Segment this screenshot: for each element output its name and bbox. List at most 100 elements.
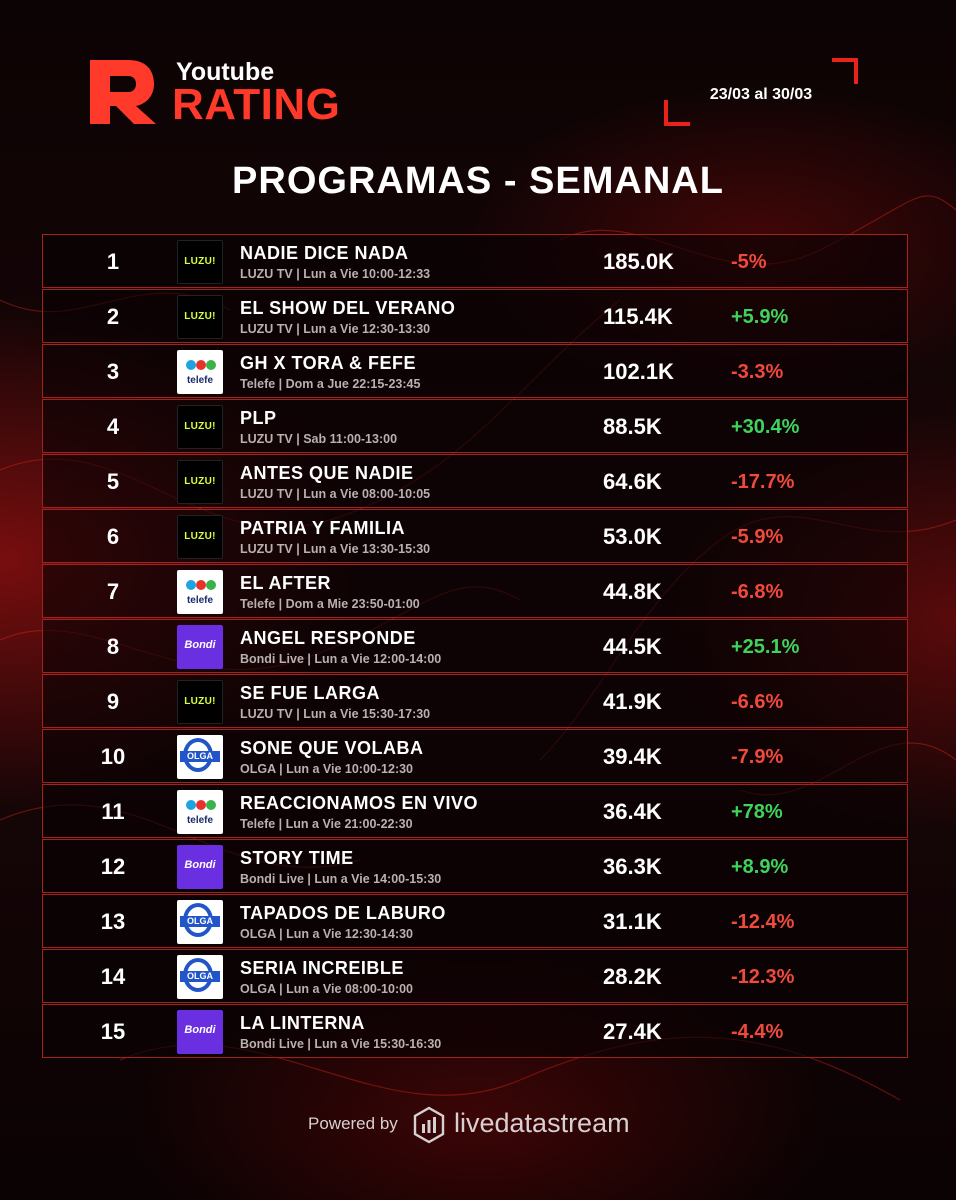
rank-number: 13: [100, 909, 126, 934]
table-row: 2 LUZU! EL SHOW DEL VERANO LUZU TV | Lun a …: [42, 289, 908, 343]
program-schedule: LUZU TV | Lun a Vie 13:30-15:30: [240, 542, 431, 556]
page-title: PROGRAMAS - SEMANAL: [232, 160, 724, 202]
percent-change: +30.4%: [731, 416, 800, 438]
program-name: PATRIA Y FAMILIA: [240, 518, 406, 538]
rank-number: 10: [100, 744, 126, 769]
program-schedule: LUZU TV | Sab 11:00-13:00: [240, 432, 398, 446]
luzu-logo: LUZU!: [177, 405, 223, 449]
weekly-views: 115.4K: [603, 304, 673, 329]
weekly-views: 36.3K: [603, 854, 662, 879]
program-schedule: LUZU TV | Lun a Vie 10:00-12:33: [240, 267, 431, 281]
channel-logo-text: Bondi: [184, 1024, 216, 1036]
table-row: 7 telefe EL AFTER Telefe | Dom a Mie 23:50-…: [42, 564, 908, 618]
program-schedule: LUZU TV | Lun a Vie 08:00-10:05: [240, 487, 431, 501]
program-schedule: Telefe | Dom a Mie 23:50-01:00: [240, 597, 420, 611]
weekly-views: 102.1K: [603, 359, 674, 384]
program-schedule: Telefe | Dom a Jue 22:15-23:45: [240, 377, 421, 391]
weekly-views: 44.8K: [603, 579, 662, 604]
percent-change: -6.6%: [731, 691, 784, 713]
channel-logo-text: Bondi: [184, 639, 216, 651]
luzu-logo: LUZU!: [177, 515, 223, 559]
bondi-logo: Bondi: [177, 845, 223, 889]
rank-number: 4: [106, 414, 120, 439]
program-name: LA LINTERNA: [240, 1013, 365, 1033]
table-row: 3 telefe GH X TORA & FEFE Telefe | Dom a Ju…: [42, 344, 908, 398]
program-name: REACCIONAMOS EN VIVO: [240, 793, 479, 813]
table-row: 11 telefe REACCIONAMOS EN VIVO Telefe | Lun…: [42, 784, 908, 838]
olga-logo: OLGA: [177, 900, 223, 944]
table-row: 1 LUZU! NADIE DICE NADA LUZU TV | Lun a Vie…: [42, 234, 908, 288]
percent-change: +78%: [731, 801, 783, 823]
percent-change: -6.8%: [731, 581, 784, 603]
channel-logo-text: LUZU!: [184, 421, 216, 432]
table-row: 12 Bondi STORY TIME Bondi Live | Lun a Vie …: [42, 839, 908, 893]
table-row: 13 OLGA TAPADOS DE LABURO OLGA | Lun a Vie …: [42, 894, 908, 948]
program-schedule: LUZU TV | Lun a Vie 15:30-17:30: [240, 707, 431, 721]
rank-number: 3: [106, 359, 120, 384]
rank-number: 2: [106, 304, 120, 329]
program-name: ANTES QUE NADIE: [240, 463, 414, 483]
weekly-views: 39.4K: [603, 744, 662, 769]
program-name: EL SHOW DEL VERANO: [240, 298, 456, 318]
telefe-logo: telefe: [177, 570, 223, 614]
bondi-logo: Bondi: [177, 625, 223, 669]
table-row: 5 LUZU! ANTES QUE NADIE LUZU TV | Lun a Vie…: [42, 454, 908, 508]
program-name: SERIA INCREIBLE: [240, 958, 404, 978]
weekly-views: 64.6K: [603, 469, 662, 494]
percent-change: -4.4%: [731, 1021, 784, 1043]
weekly-views: 36.4K: [603, 799, 662, 824]
olga-logo: OLGA: [177, 735, 223, 779]
luzu-logo: LUZU!: [177, 680, 223, 724]
table-row: 10 OLGA SONE QUE VOLABA OLGA | Lun a Vie 10…: [42, 729, 908, 783]
rank-number: 15: [100, 1019, 126, 1044]
program-name: ANGEL RESPONDE: [240, 628, 416, 648]
logo-small-text: Youtube: [176, 58, 275, 86]
rating-r-icon: [90, 60, 156, 124]
program-name: NADIE DICE NADA: [240, 243, 409, 263]
percent-change: -5.9%: [731, 526, 784, 548]
rank-number: 6: [106, 524, 120, 549]
percent-change: -3.3%: [731, 361, 784, 383]
program-schedule: OLGA | Lun a Vie 10:00-12:30: [240, 762, 414, 776]
olga-logo: OLGA: [177, 955, 223, 999]
channel-logo-text: LUZU!: [184, 531, 216, 542]
luzu-logo: LUZU!: [177, 240, 223, 284]
date-range-box: 23/03 al 30/03: [664, 58, 858, 126]
telefe-logo: telefe: [177, 350, 223, 394]
percent-change: +25.1%: [731, 636, 800, 658]
table-row: 6 LUZU! PATRIA Y FAMILIA LUZU TV | Lun a Vi…: [42, 509, 908, 563]
program-schedule: OLGA | Lun a Vie 12:30-14:30: [240, 927, 414, 941]
table-row: 9 LUZU! SE FUE LARGA LUZU TV | Lun a Vie 15…: [42, 674, 908, 728]
table-row: 4 LUZU! PLP LUZU TV | Sab 11:00-13:00 88.5K +…: [42, 399, 908, 453]
program-schedule: Bondi Live | Lun a Vie 14:00-15:30: [240, 872, 442, 886]
date-range: 23/03 al 30/03: [709, 86, 813, 103]
program-name: GH X TORA & FEFE: [240, 353, 417, 373]
bondi-logo: Bondi: [177, 1010, 223, 1054]
weekly-views: 53.0K: [603, 524, 662, 549]
program-name: STORY TIME: [240, 848, 354, 868]
program-schedule: OLGA | Lun a Vie 08:00-10:00: [240, 982, 414, 996]
weekly-views: 88.5K: [603, 414, 662, 439]
program-name: TAPADOS DE LABURO: [240, 903, 446, 923]
logo-big-text: RATING: [172, 80, 341, 129]
channel-logo-text: LUZU!: [184, 256, 216, 267]
weekly-views: 44.5K: [603, 634, 662, 659]
powered-by-label: Powered by: [308, 1114, 398, 1133]
channel-logo-text: telefe: [186, 595, 214, 606]
rank-number: 8: [106, 634, 120, 659]
channel-logo-text: OLGA: [187, 751, 213, 761]
weekly-views: 31.1K: [603, 909, 662, 934]
livedatastream-icon: [413, 1106, 445, 1144]
footer: Powered by livedatastream: [306, 1104, 666, 1148]
channel-logo-text: LUZU!: [184, 696, 216, 707]
luzu-logo: LUZU!: [177, 460, 223, 504]
program-name: PLP: [240, 408, 277, 428]
livedatastream-brand: livedatastream: [454, 1108, 630, 1138]
rank-number: 7: [106, 579, 120, 604]
table-row: 8 Bondi ANGEL RESPONDE Bondi Live | Lun a V…: [42, 619, 908, 673]
percent-change: +8.9%: [731, 856, 789, 878]
channel-logo-text: Bondi: [184, 859, 216, 871]
percent-change: -5%: [731, 251, 767, 273]
telefe-logo: telefe: [177, 790, 223, 834]
program-schedule: LUZU TV | Lun a Vie 12:30-13:30: [240, 322, 431, 336]
